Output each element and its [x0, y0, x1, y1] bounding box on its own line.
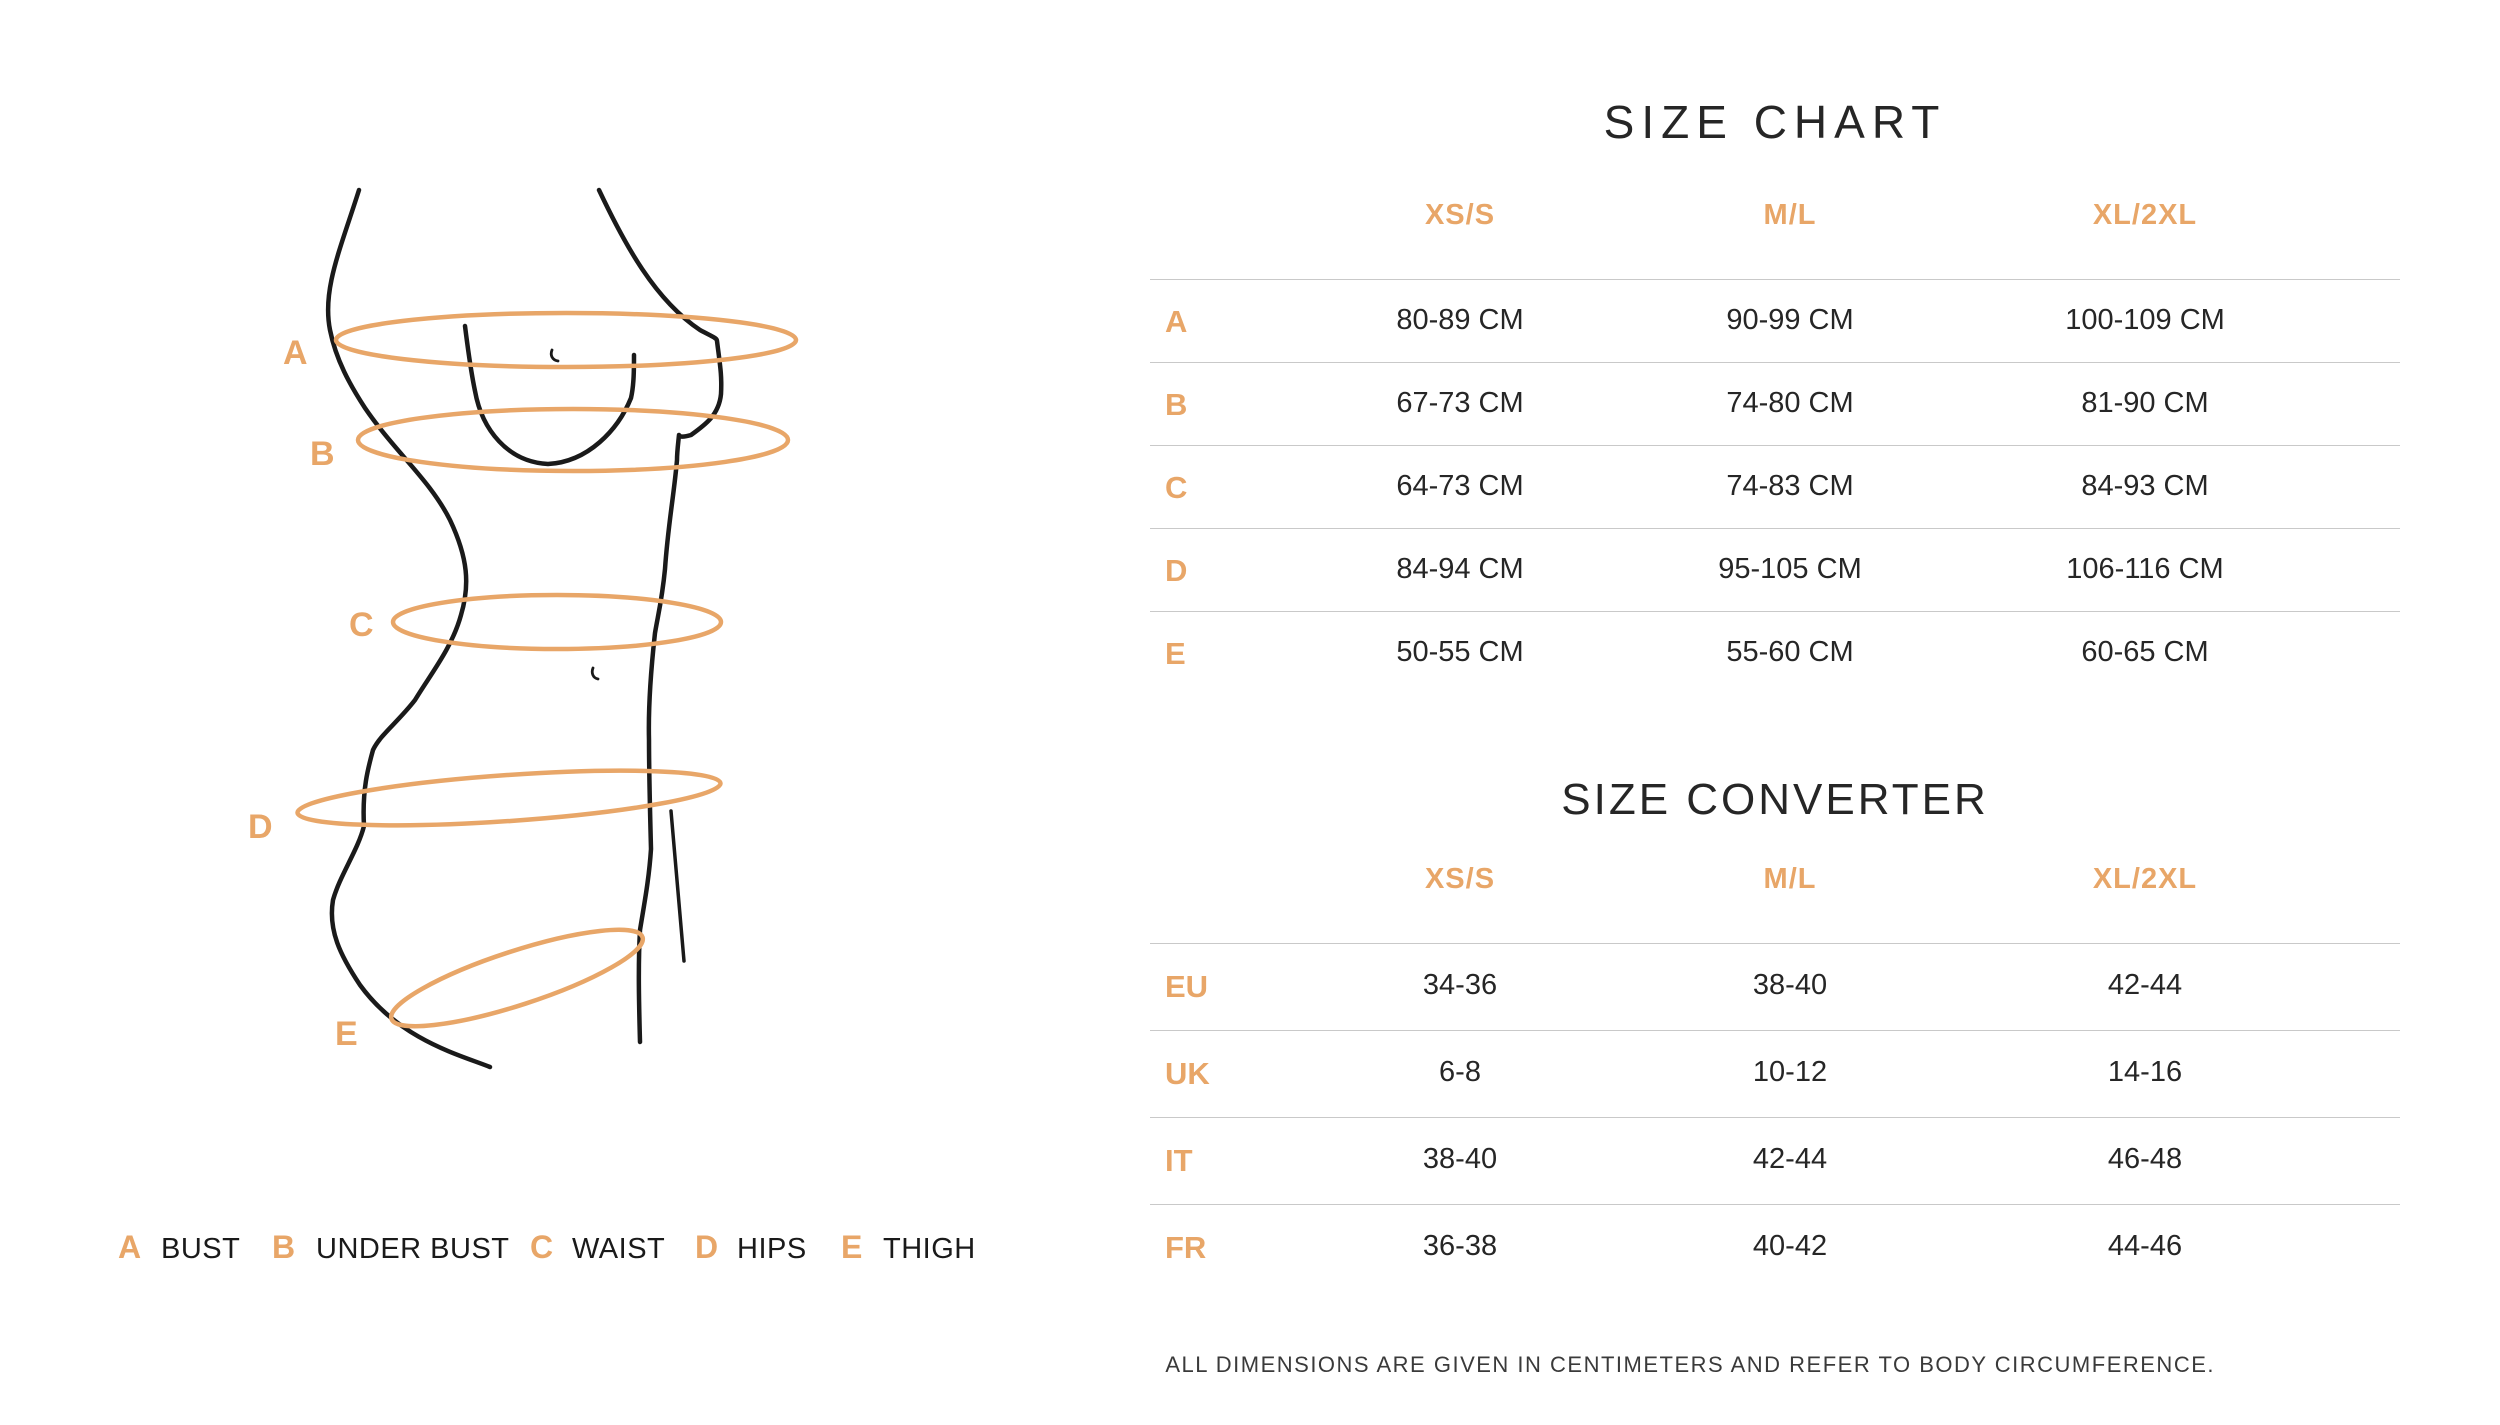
svg-text:D: D — [695, 1229, 718, 1265]
svg-text:C: C — [349, 606, 374, 644]
svg-text:C: C — [530, 1229, 553, 1265]
svg-text:THIGH: THIGH — [883, 1233, 976, 1265]
svg-text:B: B — [310, 435, 335, 473]
svg-text:E: E — [335, 1015, 358, 1053]
svg-text:B: B — [272, 1229, 295, 1265]
svg-text:D: D — [248, 808, 273, 846]
svg-text:UNDER BUST: UNDER BUST — [316, 1233, 510, 1265]
svg-text:WAIST: WAIST — [572, 1233, 665, 1265]
svg-text:HIPS: HIPS — [737, 1233, 807, 1265]
svg-text:A: A — [283, 334, 308, 372]
svg-text:E: E — [841, 1229, 862, 1265]
svg-text:A: A — [118, 1229, 141, 1265]
svg-text:BUST: BUST — [161, 1233, 240, 1265]
